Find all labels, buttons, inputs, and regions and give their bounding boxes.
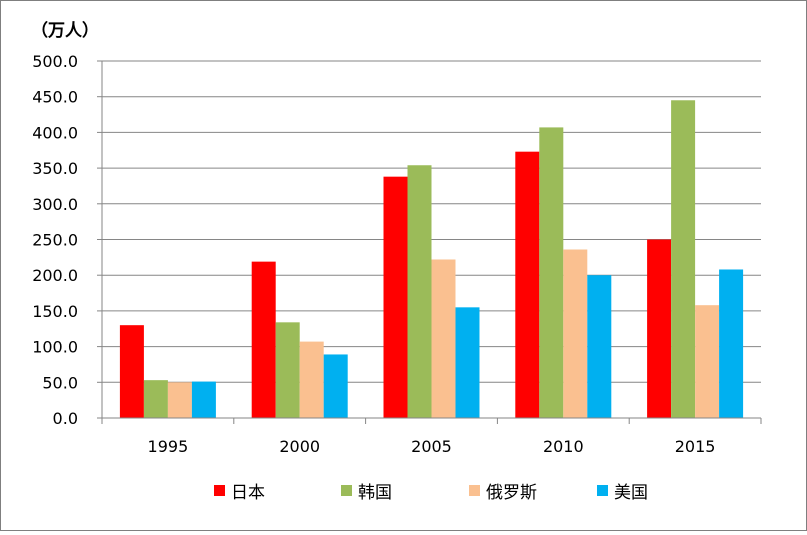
- y-tick-label: 150.0: [32, 302, 78, 321]
- bar: [299, 341, 324, 418]
- bar: [539, 127, 564, 418]
- x-tick-label: 2015: [675, 437, 716, 456]
- y-tick-label: 250.0: [32, 231, 78, 250]
- bar: [167, 382, 192, 418]
- bar: [695, 305, 720, 418]
- legend-label: 韩国: [358, 483, 392, 503]
- legend-swatch: [341, 485, 352, 496]
- bar: [191, 381, 216, 418]
- bar: [407, 165, 432, 418]
- y-tick-label: 350.0: [32, 159, 78, 178]
- y-tick-label: 450.0: [32, 88, 78, 107]
- bar: [671, 100, 696, 419]
- y-tick-label: 0.0: [53, 409, 78, 428]
- x-tick-label: 1995: [148, 437, 189, 456]
- legend-label: 日本: [231, 483, 265, 503]
- bar: [323, 354, 348, 418]
- y-tick-label: 500.0: [32, 52, 78, 71]
- x-tick-label: 2010: [543, 437, 584, 456]
- y-tick-label: 200.0: [32, 266, 78, 285]
- bar: [383, 176, 408, 418]
- legend-label: 俄罗斯: [486, 483, 537, 503]
- bar: [143, 380, 168, 418]
- bar: [251, 261, 276, 418]
- bar: [455, 307, 480, 418]
- legend-swatch: [597, 485, 608, 496]
- bar: [515, 151, 540, 419]
- x-tick-label: 2000: [279, 437, 320, 456]
- x-tick-label: 2005: [411, 437, 452, 456]
- y-tick-label: 50.0: [42, 373, 78, 392]
- y-tick-label: 300.0: [32, 195, 78, 214]
- bar: [275, 322, 300, 418]
- y-tick-label: 100.0: [32, 338, 78, 357]
- bar: [431, 259, 456, 418]
- legend-swatch: [214, 485, 225, 496]
- bar: [647, 239, 672, 418]
- legend-label: 美国: [614, 483, 648, 503]
- y-tick-label: 400.0: [32, 123, 78, 142]
- bar: [719, 269, 744, 418]
- bar: [119, 325, 144, 418]
- bar: [563, 249, 588, 418]
- bar: [587, 275, 612, 418]
- y-axis-unit-label: （万人）: [31, 20, 99, 41]
- legend-swatch: [469, 485, 480, 496]
